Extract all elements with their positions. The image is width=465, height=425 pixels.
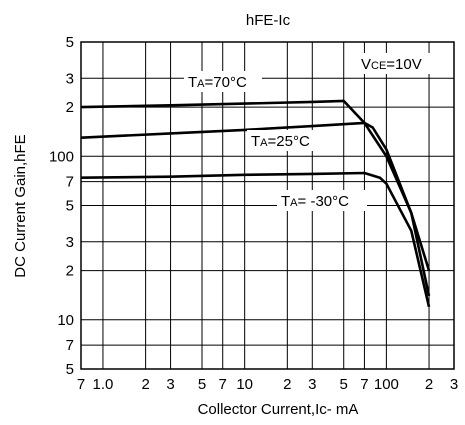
x-tick-label: 2 (141, 376, 149, 393)
series-label-ta-25-bg (247, 130, 327, 151)
y-tick-label: 7 (66, 337, 74, 354)
series-line-2 (80, 121, 431, 297)
x-tick-label: 5 (198, 376, 206, 393)
x-tick-label: 3 (166, 376, 174, 393)
series-label-ta-minus-30: TA= -30°C (281, 193, 349, 210)
x-tick-label: 7 (77, 376, 85, 393)
x-tick-label: 5 (340, 376, 348, 393)
x-tick-label: 7 (219, 376, 227, 393)
curve-labels: VCE=10V TA=70°C TA=25°C TA= -30°C (184, 53, 439, 211)
x-tick-label: 3 (450, 376, 458, 393)
x-tick-label: 10 (236, 376, 253, 393)
series-label-ta-70: TA=70°C (188, 74, 247, 91)
x-axis-label: Collector Current,Ic- mA (198, 401, 359, 418)
y-tick-label: 3 (66, 234, 74, 251)
y-axis-label: DC Current Gain,hFE (12, 134, 29, 277)
y-tick-labels: 5 7 10 2 3 5 7 100 2 3 5 (49, 34, 74, 378)
y-tick-label: 2 (66, 99, 74, 116)
x-tick-label: 1.0 (93, 376, 114, 393)
series-line-3 (80, 171, 431, 308)
x-tick-label: 2 (425, 376, 433, 393)
x-tick-labels: 7 1.0 2 3 5 7 10 2 3 5 7 100 2 3 (77, 376, 458, 393)
y-tick-label: 5 (66, 361, 74, 378)
y-tick-label: 10 (57, 312, 74, 329)
series-label-ta-25: TA=25°C (251, 133, 310, 150)
y-tick-label: 3 (66, 70, 74, 87)
x-tick-label: 3 (308, 376, 316, 393)
x-tick-label: 100 (374, 376, 399, 393)
y-tick-label: 7 (66, 174, 74, 191)
x-tick-label: 2 (283, 376, 291, 393)
series-label-ta-70-bg (184, 71, 262, 92)
y-tick-label: 100 (49, 148, 74, 165)
y-tick-label: 2 (66, 263, 74, 280)
plot-frame (80, 41, 455, 370)
y-tick-label: 5 (66, 198, 74, 215)
series-line-1 (80, 99, 431, 271)
vce-annotation: VCE=10V (361, 56, 422, 73)
vce-annotation-bg (357, 53, 439, 74)
chart-title: hFE-Ic (246, 12, 291, 29)
series-label-ta-minus-30-bg (277, 190, 367, 211)
series-lines (80, 99, 431, 308)
x-tick-label: 7 (360, 376, 368, 393)
y-tick-label: 5 (66, 34, 74, 51)
